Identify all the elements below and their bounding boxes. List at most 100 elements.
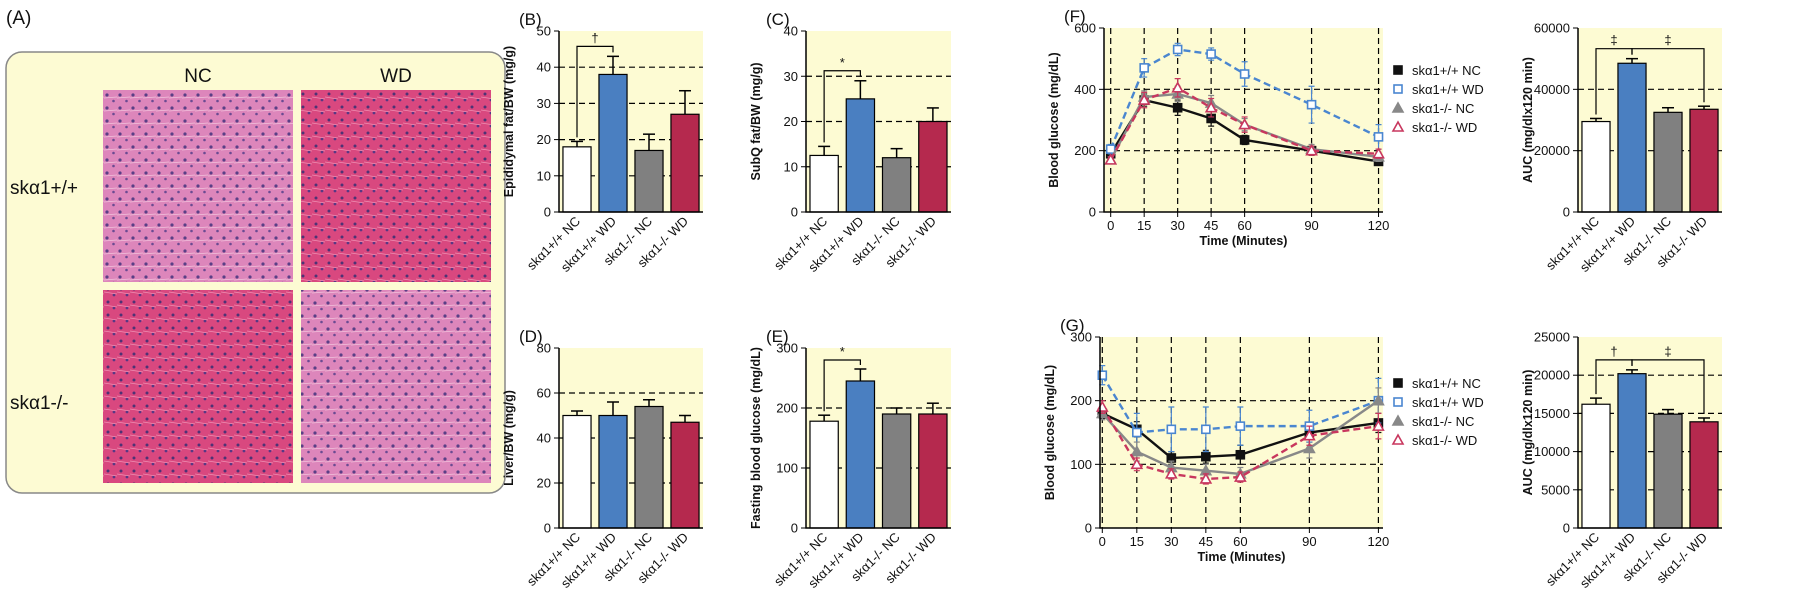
panel-label: (D): [519, 327, 543, 346]
chart: (B)Epididymal fat/BW (mg/g)01020304050sk…: [502, 10, 703, 275]
x-tick-label: 15: [1137, 218, 1151, 233]
y-tick-label: 40: [537, 60, 551, 75]
point: [1097, 370, 1108, 381]
x-axis-label: Time (Minutes): [1200, 234, 1288, 248]
significance-bracket: [1631, 48, 1705, 103]
point: [1204, 101, 1218, 113]
y-axis-label: Blood glucose (mg/dL): [1043, 365, 1057, 500]
y-tick-label: 80: [537, 341, 551, 356]
legend-marker: [1391, 433, 1405, 445]
y-tick-label: 50: [537, 24, 551, 39]
point: [1172, 44, 1183, 55]
bar: [562, 414, 592, 529]
bar: [1617, 373, 1647, 529]
x-tick-label: 0: [1107, 218, 1114, 233]
bar: [562, 146, 592, 213]
panel-label: (B): [519, 10, 542, 29]
point: [1137, 93, 1151, 105]
bar: [1653, 413, 1683, 529]
point: [1166, 424, 1177, 435]
point: [1199, 472, 1213, 484]
bar: [598, 73, 628, 213]
x-axis-label: Time (Minutes): [1198, 550, 1286, 564]
point: [1130, 457, 1144, 470]
significance-bracket: [1631, 359, 1705, 414]
legend-marker: [1393, 65, 1403, 75]
x-tick-label: 90: [1302, 534, 1316, 549]
axes: [1099, 337, 1383, 529]
point: [1373, 132, 1384, 142]
x-tick-label: 120: [1368, 534, 1390, 549]
legend-marker: [1393, 397, 1403, 407]
x-tick-label: 60: [1237, 218, 1251, 233]
y-axis-label: SubQ fat/BW (mg/g): [749, 62, 763, 180]
point: [1164, 467, 1178, 479]
y-tick-label: 0: [791, 521, 798, 536]
column-label: NC: [184, 66, 211, 87]
y-tick-label: 30: [537, 96, 551, 111]
legend-label: skα1+/+ NC: [1412, 376, 1481, 391]
y-axis-label: AUC (mg/dlx120 min): [1521, 370, 1535, 496]
x-tick-label: 45: [1199, 534, 1213, 549]
point: [1171, 81, 1185, 93]
axes: [558, 348, 703, 529]
y-tick-label: 10000: [1534, 444, 1570, 459]
histology-image: [301, 290, 491, 483]
y-tick-label: 200: [1074, 143, 1096, 158]
bar: [1689, 421, 1719, 529]
legend-label: skα1-/- WD: [1412, 433, 1477, 448]
point: [1305, 144, 1318, 156]
point: [1235, 449, 1246, 460]
y-tick-label: 10: [784, 159, 798, 174]
point: [1233, 470, 1247, 482]
panel-label: (C): [766, 10, 790, 29]
bar: [598, 414, 628, 529]
y-tick-label: 0: [791, 205, 798, 220]
axes: [1577, 28, 1722, 213]
y-tick-label: 200: [1070, 393, 1092, 408]
x-tick-label: 30: [1170, 218, 1184, 233]
significance-label: *: [840, 55, 845, 70]
bar: [809, 420, 839, 529]
point: [1372, 394, 1385, 406]
y-tick-label: 40: [784, 24, 798, 39]
y-tick-label: 25000: [1534, 330, 1570, 345]
x-tick-label: 60: [1233, 534, 1247, 549]
chart: (G) Blood glucose (mg/dL) 0 100 200 300 0 15 30 4…: [1043, 316, 1484, 564]
point: [1303, 441, 1316, 454]
significance-label: ‡: [1664, 344, 1671, 359]
panel-label: (F): [1064, 7, 1086, 26]
bar: [881, 157, 912, 213]
y-tick-label: 0: [1563, 205, 1570, 220]
axes: [805, 31, 951, 213]
axes: [805, 348, 951, 529]
y-tick-label: 20: [784, 114, 798, 129]
panel-a: (A) NC WD skα1+/+ skα1-/-: [5, 8, 506, 494]
y-tick-label: 20000: [1534, 368, 1570, 383]
significance-label: ‡: [1664, 33, 1671, 48]
y-tick-label: 60: [537, 386, 551, 401]
y-tick-label: 15000: [1534, 406, 1570, 421]
y-tick-label: 0: [544, 521, 551, 536]
column-label: WD: [380, 66, 412, 87]
chart: AUC (mg/dlx120 min) 0 5000 10000 15000 20000 2…: [1521, 330, 1722, 591]
y-tick-label: 30: [784, 69, 798, 84]
x-tick-label: 90: [1304, 218, 1318, 233]
x-tick-label: 0: [1099, 534, 1106, 549]
significance-label: ‡: [1610, 33, 1617, 48]
y-tick-label: 100: [776, 461, 798, 476]
point: [1172, 102, 1183, 113]
panel-label: (E): [766, 327, 789, 346]
panel-label: (G): [1060, 316, 1085, 335]
bar: [1653, 111, 1683, 213]
x-tick-label: 45: [1204, 218, 1218, 233]
y-tick-label: 0: [544, 205, 551, 220]
legend-marker: [1393, 378, 1403, 388]
y-tick-label: 20000: [1534, 143, 1570, 158]
y-axis-label: AUC (mg/dlx120 min): [1521, 57, 1535, 183]
legend-label: skα1+/+ WD: [1412, 82, 1484, 97]
chart: AUC (mg/dlx120 min)0200004000060000skα1+…: [1521, 21, 1722, 275]
